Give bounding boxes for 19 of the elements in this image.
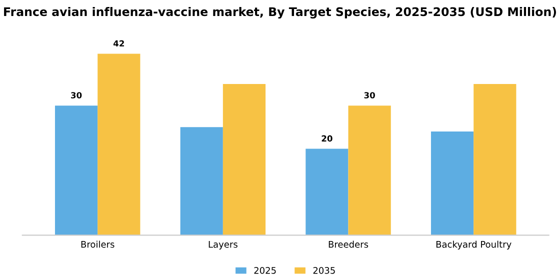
legend-label: 2035 — [313, 267, 335, 274]
data-label: 30 — [364, 92, 375, 98]
bar — [430, 131, 474, 236]
bar — [98, 54, 140, 236]
bar — [474, 84, 516, 236]
x-tick-label: Backyard Poultry — [436, 240, 512, 250]
bar — [222, 84, 266, 236]
data-label: 20 — [322, 135, 332, 142]
bar — [306, 148, 348, 236]
x-tick-label: Breeders — [328, 240, 368, 248]
chart-title: France avian influenza-vaccine market, By Target Species, 2025-2035 (USD Million) — [4, 7, 556, 19]
x-tick-label: Broilers — [81, 240, 114, 248]
x-tick-label: Layers — [208, 241, 238, 250]
bar — [54, 106, 98, 236]
bar — [180, 127, 223, 236]
legend-label: 2025 — [254, 267, 276, 274]
bar — [348, 106, 391, 236]
data-label: 30 — [71, 92, 82, 98]
data-label: 42 — [113, 40, 124, 46]
